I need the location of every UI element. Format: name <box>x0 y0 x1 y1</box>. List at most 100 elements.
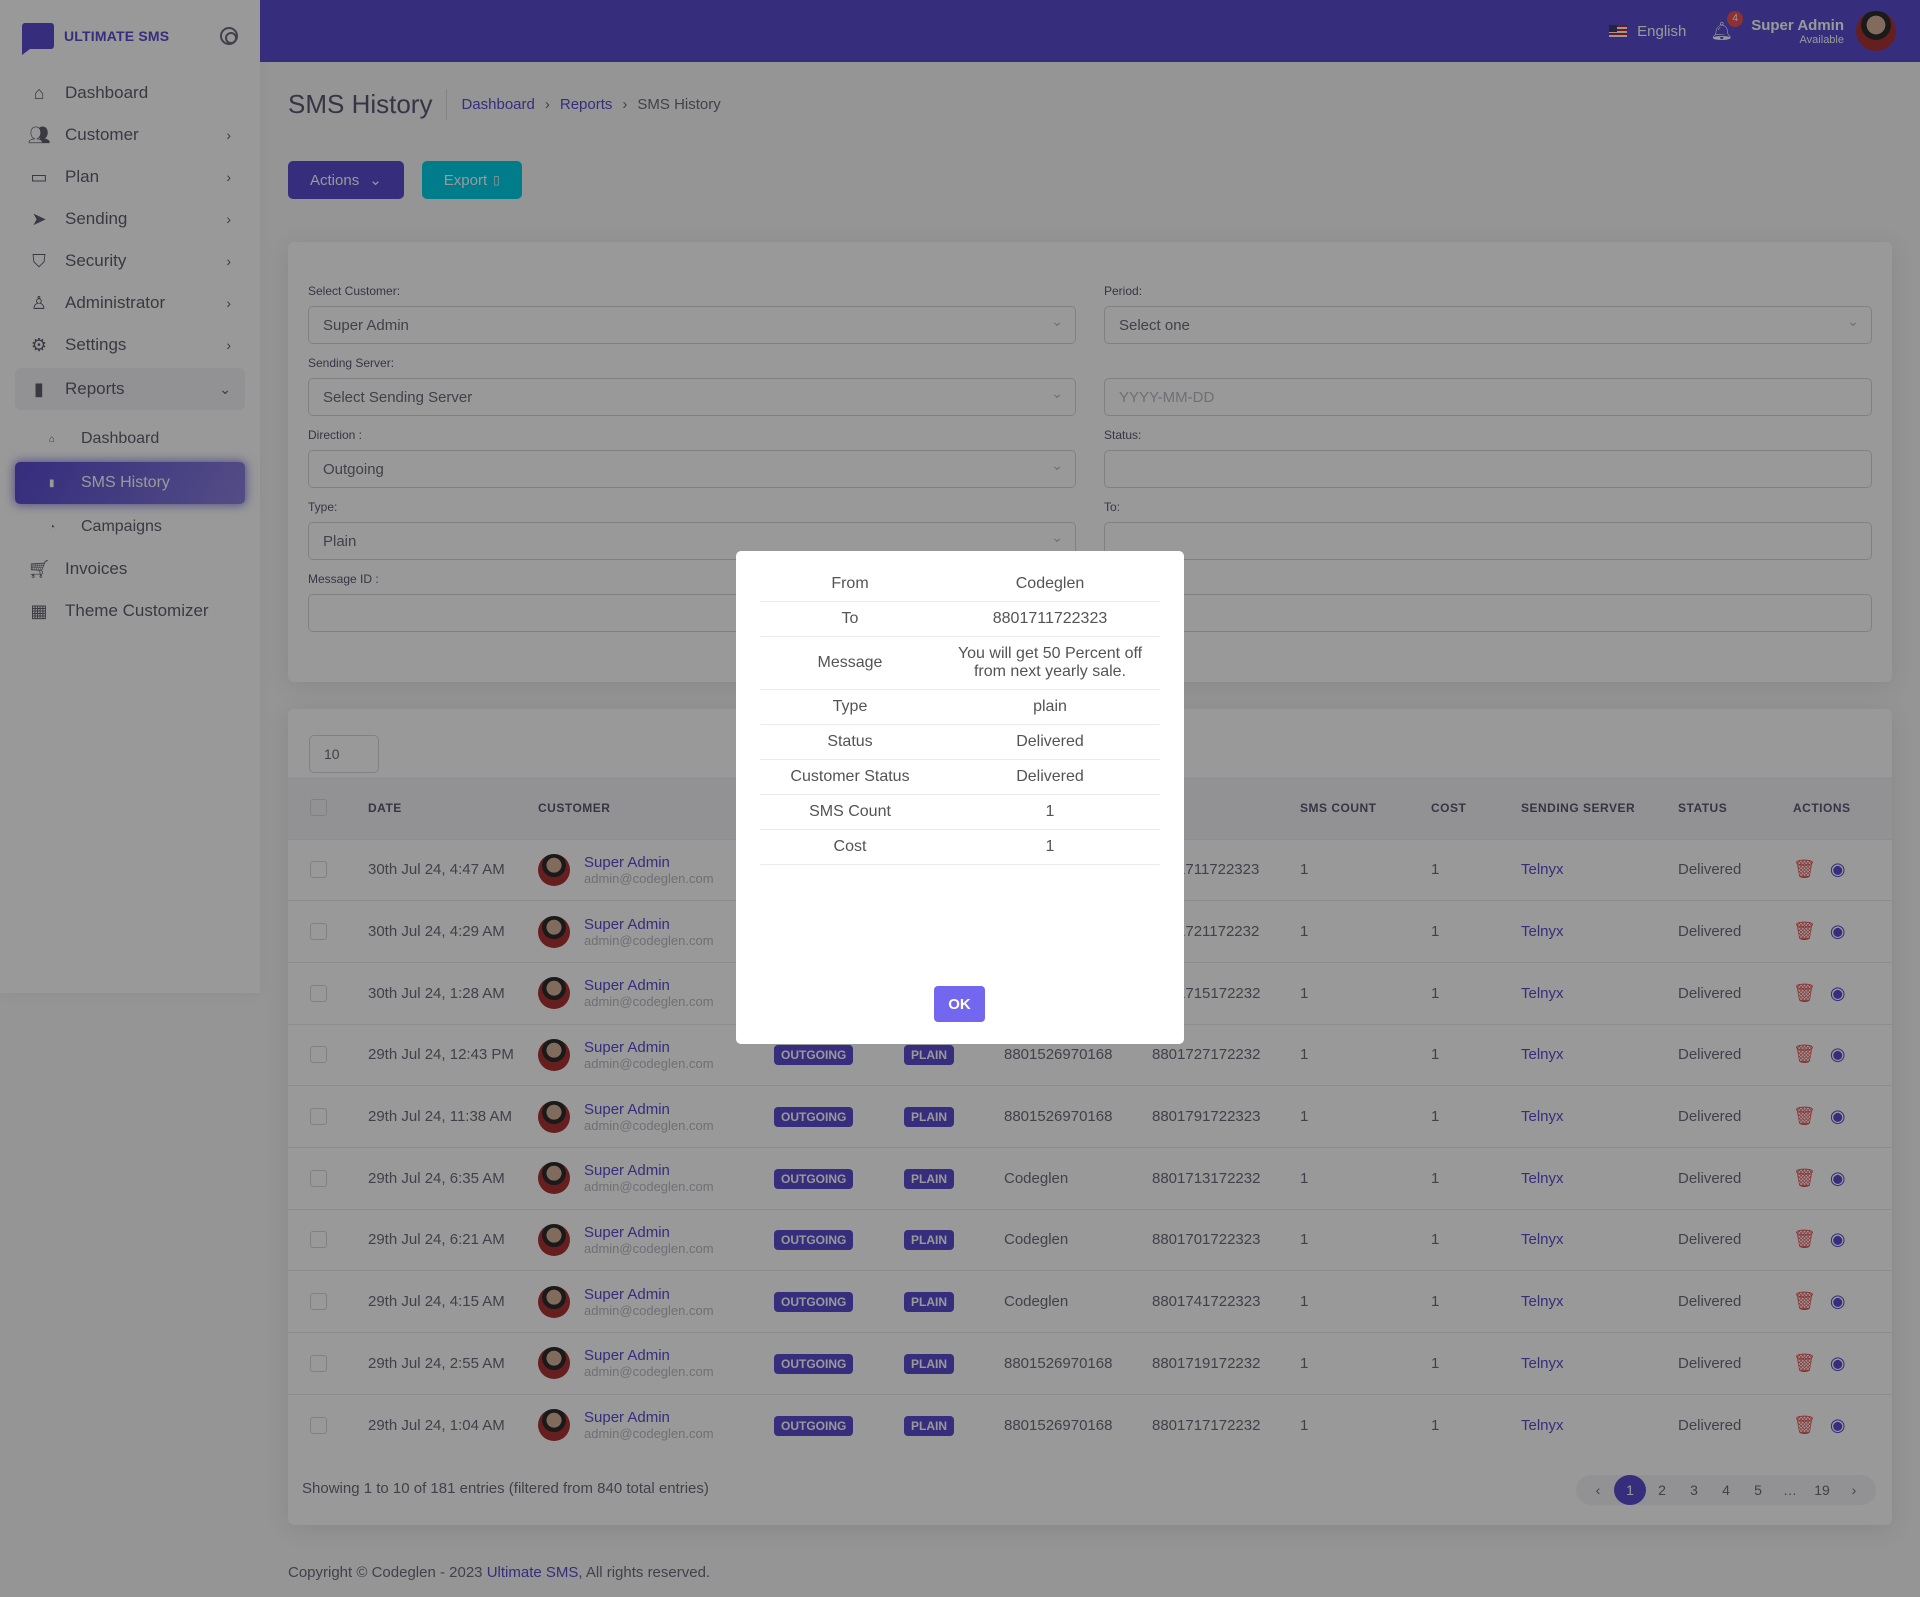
row-checkbox[interactable] <box>310 1416 327 1434</box>
trash-icon[interactable]: 🗑︎ <box>1793 1229 1816 1250</box>
eye-icon[interactable]: ◉ <box>1829 1167 1846 1188</box>
select-all-checkbox[interactable] <box>310 799 327 817</box>
footer-brand-link[interactable]: Ultimate SMS <box>486 1564 579 1581</box>
row-checkbox[interactable] <box>310 1354 327 1372</box>
row-checkbox[interactable] <box>310 1169 327 1187</box>
eye-icon[interactable]: ◉ <box>1829 1414 1846 1435</box>
sending-server-link[interactable]: Telnyx <box>1521 1046 1564 1064</box>
sidebar-item-sending[interactable]: ➤ Sending › <box>15 198 245 240</box>
trash-icon[interactable]: 🗑︎ <box>1793 1106 1816 1127</box>
customer-name-link[interactable]: Super Admin <box>584 1038 670 1056</box>
trash-icon[interactable]: 🗑︎ <box>1793 1044 1816 1065</box>
sidebar-item-settings[interactable]: ⚙ Settings › <box>30 334 231 355</box>
customer-select[interactable]: Super Admin <box>308 306 1076 344</box>
col-date[interactable]: Date <box>368 800 402 815</box>
to-input[interactable] <box>1104 522 1872 560</box>
row-checkbox[interactable] <box>310 1231 327 1249</box>
status-input[interactable] <box>1104 450 1872 488</box>
sidebar-subitem-campaigns[interactable]: ◔ Campaigns <box>49 518 162 535</box>
eye-icon[interactable]: ◉ <box>1829 921 1846 942</box>
brand-name[interactable]: ULTIMATE SMS <box>64 28 170 44</box>
row-checkbox[interactable] <box>310 1046 327 1064</box>
page-2[interactable]: 2 <box>1658 1482 1666 1498</box>
trash-icon[interactable]: 🗑︎ <box>1793 859 1816 880</box>
row-checkbox[interactable] <box>310 984 327 1002</box>
sending-server-link[interactable]: Telnyx <box>1521 1169 1564 1187</box>
actions-dropdown-button[interactable]: Actions ⌄ <box>288 161 404 199</box>
breadcrumb-reports[interactable]: Reports <box>559 96 613 113</box>
sidebar-item-theme-customizer[interactable]: ▦ Theme Customizer <box>30 600 209 621</box>
sidebar-item-invoices[interactable]: 🛒︎ Invoices <box>27 558 128 579</box>
customer-name-link[interactable]: Super Admin <box>584 853 670 871</box>
col-sending-server[interactable]: Sending Server <box>1521 800 1636 815</box>
customer-name-link[interactable]: Super Admin <box>584 1100 670 1118</box>
sending-server-link[interactable]: Telnyx <box>1521 923 1564 941</box>
eye-icon[interactable]: ◉ <box>1829 859 1846 880</box>
eye-icon[interactable]: ◉ <box>1829 1229 1846 1250</box>
direction-select[interactable]: Outgoing <box>308 450 1076 488</box>
prev-page-button[interactable]: ‹ <box>1595 1482 1601 1498</box>
page-19[interactable]: 19 <box>1814 1482 1830 1498</box>
sidebar-item-administrator[interactable]: ♙ Administrator › <box>30 292 231 313</box>
customer-name-link[interactable]: Super Admin <box>584 1409 670 1427</box>
row-checkbox[interactable] <box>310 1293 327 1311</box>
avatar[interactable] <box>1856 11 1896 51</box>
customer-name-link[interactable]: Super Admin <box>584 1223 670 1241</box>
export-button[interactable]: Export ▯ <box>421 161 522 199</box>
eye-icon[interactable]: ◉ <box>1829 1352 1846 1373</box>
customer-name-link[interactable]: Super Admin <box>584 977 670 995</box>
page-length-select[interactable]: 10 <box>309 735 379 773</box>
col-cost[interactable]: Cost <box>1431 800 1467 815</box>
sidebar-subitem-sms-history[interactable]: ▮ SMS History <box>15 462 245 504</box>
type-select[interactable]: Plain <box>308 522 1076 560</box>
page-1[interactable]: 1 <box>1614 1475 1646 1505</box>
customer-name-link[interactable]: Super Admin <box>584 1162 670 1180</box>
language-switcher[interactable]: English <box>1609 23 1686 40</box>
trash-icon[interactable]: 🗑︎ <box>1793 921 1816 942</box>
sending-server-link[interactable]: Telnyx <box>1521 1231 1564 1249</box>
col-status[interactable]: Status <box>1678 800 1728 815</box>
sending-server-link[interactable]: Telnyx <box>1521 1293 1564 1311</box>
eye-icon[interactable]: ◉ <box>1829 982 1846 1003</box>
page-3[interactable]: 3 <box>1690 1482 1698 1498</box>
sending-server-link[interactable]: Telnyx <box>1521 1354 1564 1372</box>
row-checkbox[interactable] <box>310 1108 327 1126</box>
ok-button[interactable]: OK <box>934 986 985 1022</box>
sending-server-link[interactable]: Telnyx <box>1521 1416 1564 1434</box>
customer-name-link[interactable]: Super Admin <box>584 1285 670 1303</box>
row-checkbox[interactable] <box>310 923 327 941</box>
sidebar-subitem-dashboard[interactable]: ⌂ Dashboard <box>49 430 160 447</box>
customer-name-link[interactable]: Super Admin <box>584 915 670 933</box>
notifications-bell[interactable]: 🔔︎ 4 <box>1710 10 1744 42</box>
trash-icon[interactable]: 🗑︎ <box>1793 1167 1816 1188</box>
eye-icon[interactable]: ◉ <box>1829 1106 1846 1127</box>
sidebar-item-reports[interactable]: ▮ Reports ⌄ <box>15 368 245 410</box>
date-input[interactable]: YYYY-MM-DD <box>1104 378 1872 416</box>
page-5[interactable]: 5 <box>1754 1482 1762 1498</box>
col-sms-count[interactable]: SMS Count <box>1300 800 1377 815</box>
trash-icon[interactable]: 🗑︎ <box>1793 982 1816 1003</box>
sidebar-item-plan[interactable]: ▭ Plan › <box>30 166 231 187</box>
breadcrumb-dashboard[interactable]: Dashboard <box>461 96 535 113</box>
collapse-toggle-icon[interactable] <box>220 27 238 45</box>
trash-icon[interactable]: 🗑︎ <box>1793 1414 1816 1435</box>
customer-name-link[interactable]: Super Admin <box>584 1347 670 1365</box>
col-customer[interactable]: Customer <box>538 800 611 815</box>
sidebar-item-dashboard[interactable]: ⌂ Dashboard <box>15 72 245 114</box>
eye-icon[interactable]: ◉ <box>1829 1044 1846 1065</box>
trash-icon[interactable]: 🗑︎ <box>1793 1291 1816 1312</box>
trash-icon[interactable]: 🗑︎ <box>1793 1352 1816 1373</box>
sending-server-select[interactable]: Select Sending Server <box>308 378 1076 416</box>
sending-server-link[interactable]: Telnyx <box>1521 861 1564 879</box>
sidebar-item-customer[interactable]: 👥︎ Customer › <box>27 124 231 145</box>
sending-server-link[interactable]: Telnyx <box>1521 984 1564 1002</box>
next-page-button[interactable]: › <box>1851 1482 1857 1498</box>
page-4[interactable]: 4 <box>1722 1482 1730 1498</box>
eye-icon[interactable]: ◉ <box>1829 1291 1846 1312</box>
row-checkbox[interactable] <box>310 861 327 879</box>
sending-server-link[interactable]: Telnyx <box>1521 1108 1564 1126</box>
user-menu[interactable]: Super Admin Available <box>1751 17 1844 46</box>
sidebar-item-security[interactable]: ⛉ Security › <box>15 240 245 282</box>
detail-row: SMS Count 1 <box>760 794 1160 830</box>
period-select[interactable]: Select one <box>1104 306 1872 344</box>
